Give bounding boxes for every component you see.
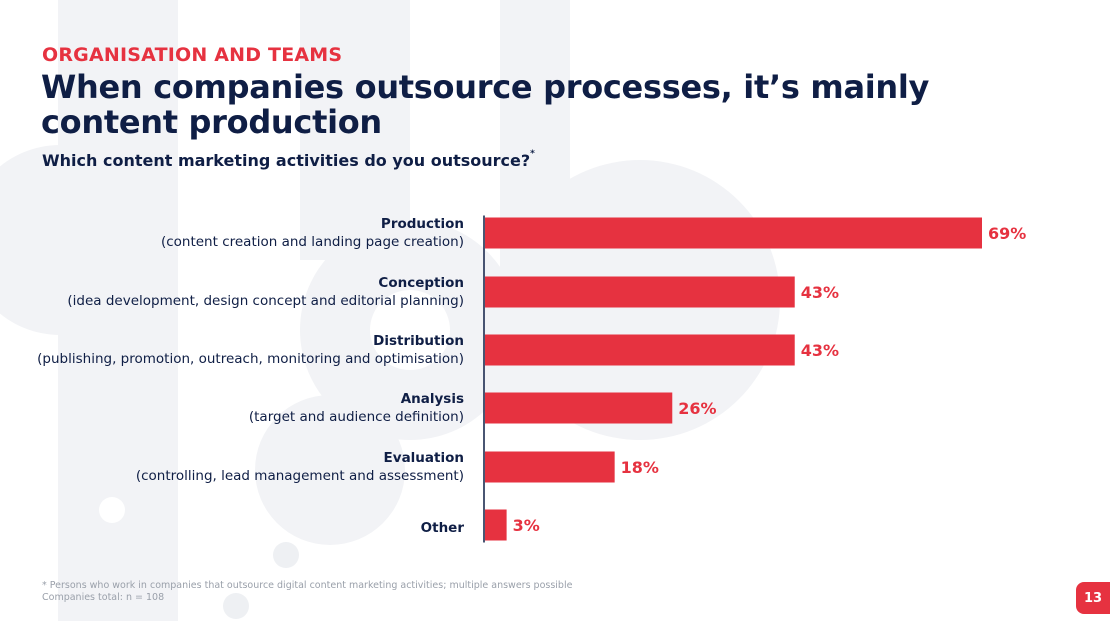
footnote: * Persons who work in companies that out… bbox=[42, 580, 572, 604]
category-label-analysis: Analysis (target and audience definition) bbox=[249, 390, 464, 426]
footnote-line-1: * Persons who work in companies that out… bbox=[42, 580, 573, 591]
category-description: (content creation and landing page creat… bbox=[160, 234, 464, 250]
category-description: (target and audience definition) bbox=[248, 409, 464, 425]
deco-bar-mid bbox=[300, 0, 410, 260]
data-label-production: 69% bbox=[988, 224, 1026, 243]
data-label-distribution: 43% bbox=[801, 341, 839, 360]
bar-conception bbox=[485, 276, 795, 308]
category-description: (controlling, lead management and assess… bbox=[135, 468, 464, 484]
category-label-distribution: Distribution (publishing, promotion, outr… bbox=[37, 332, 464, 368]
category-label-production: Production (content creation and landing … bbox=[161, 215, 464, 251]
category-name: Conception bbox=[378, 275, 464, 291]
bar-evaluation bbox=[485, 451, 615, 483]
bar-analysis bbox=[485, 392, 673, 424]
category-name: Production bbox=[380, 216, 464, 232]
question-footnote-mark: * bbox=[530, 149, 535, 159]
survey-question: Which content marketing activities do yo… bbox=[42, 149, 535, 170]
deco-ring-hole bbox=[370, 290, 450, 370]
category-name: Distribution bbox=[373, 333, 464, 349]
deco-circle-left bbox=[0, 145, 155, 335]
bar-production bbox=[485, 217, 982, 249]
data-label-other: 3% bbox=[513, 516, 540, 535]
category-label-conception: Conception (idea development, design conc… bbox=[67, 274, 464, 310]
deco-dot-1 bbox=[99, 497, 125, 523]
deco-circle-lower bbox=[255, 395, 405, 545]
bar-other bbox=[485, 509, 507, 541]
data-label-analysis: 26% bbox=[678, 399, 716, 418]
data-label-evaluation: 18% bbox=[621, 458, 659, 477]
category-label-other: Other bbox=[421, 519, 464, 537]
page-number: 13 bbox=[1076, 582, 1110, 614]
category-name: Evaluation bbox=[383, 450, 464, 466]
category-description: (publishing, promotion, outreach, monito… bbox=[37, 351, 464, 367]
data-label-conception: 43% bbox=[801, 283, 839, 302]
question-text: Which content marketing activities do yo… bbox=[42, 151, 531, 170]
section-label: ORGANISATION AND TEAMS bbox=[42, 44, 343, 66]
deco-dot-3 bbox=[223, 593, 249, 619]
deco-dot-2 bbox=[273, 542, 299, 568]
category-name: Other bbox=[420, 520, 464, 536]
category-label-evaluation: Evaluation (controlling, lead management … bbox=[136, 449, 464, 485]
category-name: Analysis bbox=[400, 391, 464, 407]
footnote-line-2: Companies total: n = 108 bbox=[42, 592, 165, 603]
category-description: (idea development, design concept and ed… bbox=[67, 293, 464, 309]
bar-distribution bbox=[485, 334, 795, 366]
page-title: When companies outsource processes, it’s… bbox=[41, 68, 930, 141]
